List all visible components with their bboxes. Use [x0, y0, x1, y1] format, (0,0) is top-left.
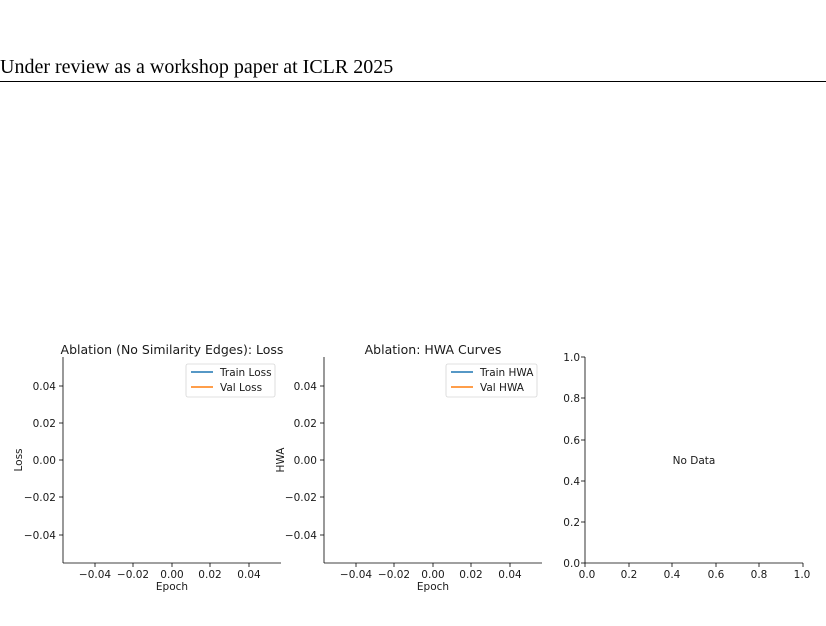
panel-empty: 1.0 0.8 0.6 0.4 0.2 0.0 0.0 0.2 0.4 0.6 … — [563, 352, 810, 581]
xtick-label: 0.00 — [160, 569, 183, 581]
xtick-label: 0.02 — [459, 569, 482, 581]
ytick-label: −0.04 — [24, 530, 56, 542]
panel-loss-xticks: −0.04 −0.02 0.00 0.02 0.04 — [79, 563, 261, 581]
panel-hwa-xticks: −0.04 −0.02 0.00 0.02 0.04 — [340, 563, 522, 581]
xtick-label: 0.6 — [708, 569, 725, 581]
ytick-label: 0.04 — [294, 381, 318, 393]
ytick-label: 1.0 — [563, 352, 580, 364]
panel-hwa-legend: Train HWA Val HWA — [445, 363, 538, 398]
panel-hwa: Ablation: HWA Curves 0.04 0.02 0.00 −0.0… — [275, 342, 542, 593]
ytick-label: −0.04 — [285, 530, 317, 542]
xtick-label: 0.0 — [579, 569, 596, 581]
ablation-figure: Ablation (No Similarity Edges): Loss 0.0… — [13, 342, 810, 593]
xtick-label: 0.2 — [621, 569, 638, 581]
xtick-label: −0.02 — [378, 569, 410, 581]
no-data-annotation: No Data — [673, 455, 716, 467]
ytick-label: 0.2 — [563, 517, 580, 529]
xtick-label: 0.02 — [198, 569, 221, 581]
panel-empty-yticks: 1.0 0.8 0.6 0.4 0.2 0.0 — [563, 352, 585, 570]
xtick-label: 0.04 — [498, 569, 522, 581]
xtick-label: −0.04 — [79, 569, 111, 581]
ytick-label: 0.00 — [33, 455, 56, 467]
panel-empty-xticks: 0.0 0.2 0.4 0.6 0.8 1.0 — [579, 563, 811, 581]
ytick-label: 0.6 — [563, 435, 580, 447]
ytick-label: −0.02 — [24, 492, 56, 504]
ytick-label: 0.4 — [563, 476, 580, 488]
header-rule — [0, 81, 826, 82]
xtick-label: −0.02 — [117, 569, 149, 581]
legend-label-train: Train HWA — [479, 367, 534, 379]
running-header: Under review as a workshop paper at ICLR… — [0, 56, 394, 78]
panel-hwa-yticks: 0.04 0.02 0.00 −0.02 −0.04 — [285, 381, 324, 542]
xtick-label: 0.4 — [664, 569, 681, 581]
ytick-label: 0.02 — [294, 418, 317, 430]
xtick-label: −0.04 — [340, 569, 372, 581]
xtick-label: 0.8 — [751, 569, 768, 581]
legend-label-val: Val HWA — [480, 382, 525, 394]
panel-loss-xlabel: Epoch — [156, 581, 188, 593]
ytick-label: 0.0 — [563, 558, 580, 570]
panel-hwa-title: Ablation: HWA Curves — [365, 342, 502, 357]
ytick-label: 0.8 — [563, 393, 580, 405]
xtick-label: 1.0 — [794, 569, 811, 581]
panel-loss-title: Ablation (No Similarity Edges): Loss — [61, 342, 284, 357]
ytick-label: 0.00 — [294, 455, 317, 467]
legend-label-val: Val Loss — [220, 382, 262, 394]
ytick-label: 0.04 — [33, 381, 57, 393]
panel-loss-yticks: 0.04 0.02 0.00 −0.02 −0.04 — [24, 381, 63, 542]
panel-loss: Ablation (No Similarity Edges): Loss 0.0… — [13, 342, 283, 593]
xtick-label: 0.04 — [237, 569, 261, 581]
panel-loss-legend: Train Loss Val Loss — [185, 363, 276, 398]
ytick-label: 0.02 — [33, 418, 56, 430]
xtick-label: 0.00 — [421, 569, 444, 581]
legend-label-train: Train Loss — [219, 367, 272, 379]
panel-hwa-ylabel: HWA — [275, 447, 287, 473]
panel-hwa-xlabel: Epoch — [417, 581, 449, 593]
panel-loss-ylabel: Loss — [13, 448, 25, 471]
ytick-label: −0.02 — [285, 492, 317, 504]
